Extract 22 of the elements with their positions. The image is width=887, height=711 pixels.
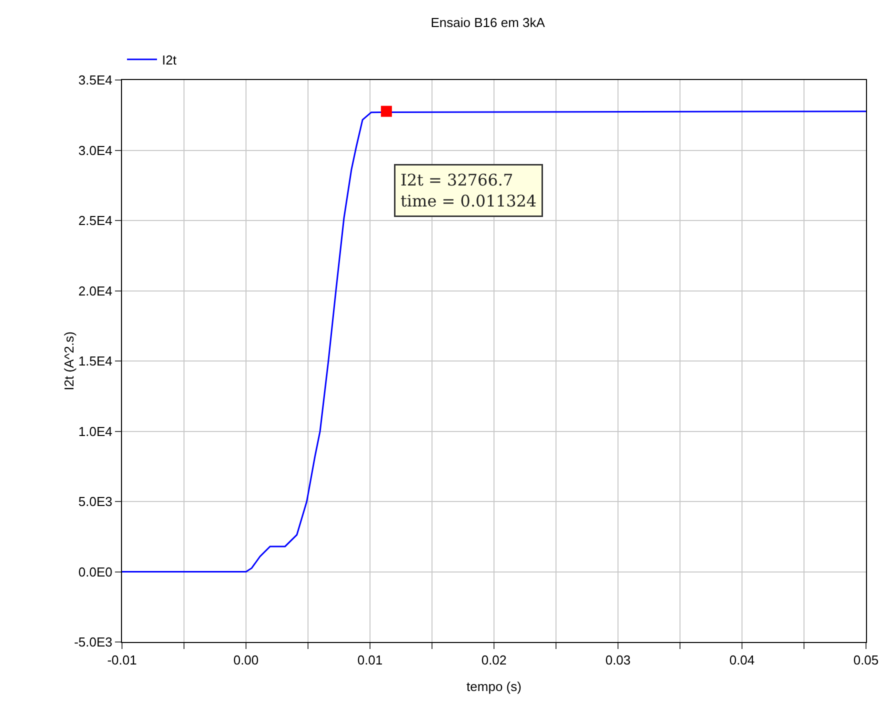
x-tick-label: 0.01 [357,652,383,668]
x-tick-label: 0.02 [481,652,507,668]
line-series [122,110,866,572]
y-tick-label: 1.5E4 [78,354,112,369]
legend-label: I2t [162,52,177,68]
y-tick-label: 3.5E4 [78,72,112,88]
chart-title: Ensaio B16 em 3kA [430,14,546,30]
y-tick-label: 1.0E4 [78,424,112,439]
x-tick-label: 0.04 [729,652,755,668]
y-tick-label: 5.0E3 [78,494,112,510]
annotation: I2t = 32766.7 time = 0.011324 [400,170,537,210]
y-tick-label: -5.0E3 [74,634,112,650]
y-tick-label: 2.5E4 [78,213,112,228]
x-tick-label: 0.05 [853,652,879,668]
y-tick-label: 3.0E4 [78,142,112,158]
y-tick-label: 2.0E4 [78,283,112,298]
x-tick-label: 0.03 [605,652,631,668]
x-tick-label: -0.01 [107,652,137,668]
x-tick-label: 0.00 [233,652,259,668]
x-axis-title: tempo (s) [466,679,522,694]
y-axis-title: I2t (A^2.s) [61,332,76,390]
y-tick-label: 0.0E0 [78,564,112,580]
